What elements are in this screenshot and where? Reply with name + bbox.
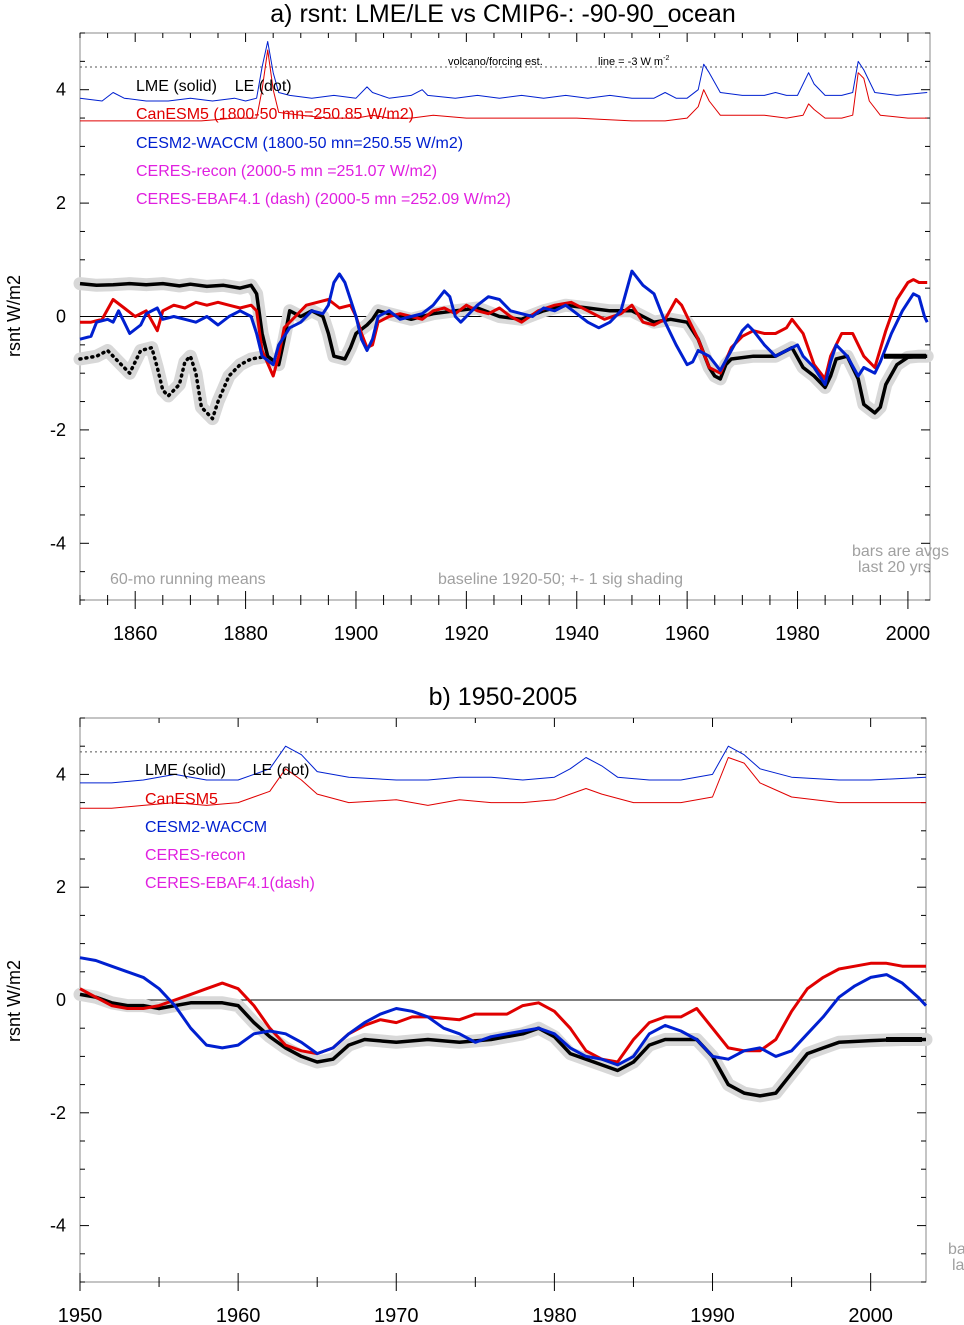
legend-cesm2: CESM2-WACCM: [145, 819, 267, 836]
bars-note-1: bars are avgs: [852, 543, 949, 560]
bars-note-2: la: [952, 1257, 964, 1274]
series-le-forcing: [80, 49, 928, 122]
x-tick-label: 1900: [334, 623, 379, 645]
legend-lme-le: LME (solid) LE (dot): [136, 78, 292, 95]
panel-a: a) rsnt: LME/LE vs CMIP6-: -90-90_ocean …: [4, 0, 949, 645]
x-tick-label: 1860: [113, 623, 158, 645]
panel-a-legend: LME (solid) LE (dot) CanESM5 (1800-50 mn…: [136, 78, 511, 208]
y-tick-label: 0: [56, 990, 66, 1010]
panel-b-ylabel: rsnt W/m2: [4, 960, 24, 1042]
x-tick-label: 2000: [848, 1305, 893, 1325]
series-cesm2-waccm: [79, 269, 929, 386]
x-tick-label: 1960: [665, 623, 710, 645]
panel-b: b) 1950-2005 rsnt W/m2 4 2 0 -2 -4 1950 1960 19…: [4, 683, 964, 1325]
panel-b-axes: 4 2 0 -2 -4 1950 1960 1970 1980 1990 2000: [50, 717, 927, 1325]
panel-a-axes: 4 2 0 -2 -4 1860 1880 1900 1920 1940 1960 1980 2000: [50, 32, 931, 645]
y-tick-label: 2: [56, 877, 66, 897]
x-tick-label: 1880: [223, 623, 268, 645]
x-tick-label: 1980: [532, 1305, 577, 1325]
legend-canesm5: CanESM5: [145, 791, 218, 808]
y-tick-label: 4: [56, 764, 66, 784]
panel-a-series: [73, 41, 934, 426]
line-note-text: line = -3 W m: [598, 56, 663, 68]
legend-lme-le: LME (solid) LE (dot): [145, 762, 310, 779]
panel-b-title: b) 1950-2005: [429, 683, 578, 711]
y-tick-label: -2: [50, 1103, 66, 1123]
y-tick-label: -4: [50, 1216, 66, 1236]
legend-canesm5: CanESM5 (1800-50 mn=250.85 W/m2): [136, 106, 414, 123]
x-tick-label: 1950: [58, 1305, 103, 1325]
series-lme-forcing: [80, 745, 927, 784]
bars-note-2: last 20 yrs: [858, 559, 931, 576]
series-lme: [79, 992, 926, 1098]
volcano-note: volcano/forcing est.: [448, 56, 543, 68]
line-note-sup: -2: [663, 55, 669, 62]
series-lme: [79, 281, 928, 415]
x-tick-label: 1940: [555, 623, 600, 645]
legend-ceres-ebaf: CERES-EBAF4.1(dash): [145, 875, 315, 892]
series-canesm5: [79, 961, 926, 1064]
panel-a-title: a) rsnt: LME/LE vs CMIP6-: -90-90_ocean: [270, 0, 735, 28]
x-tick-label: 1920: [444, 623, 489, 645]
series-le-forcing: [80, 757, 926, 809]
running-mean-note: 60-mo running means: [110, 571, 266, 588]
x-tick-label: 1990: [690, 1305, 735, 1325]
panel-a-ylabel: rsnt W/m2: [4, 275, 24, 357]
panel-b-series: [73, 745, 933, 1103]
sigma-shading-le: [73, 341, 275, 426]
bars-note-1: ba: [948, 1241, 964, 1258]
line-note: line = -3 W m-2: [598, 55, 669, 68]
series-lme-forcing: [79, 41, 928, 102]
x-tick-label: 1970: [374, 1305, 419, 1325]
x-tick-label: 1960: [216, 1305, 261, 1325]
panel-b-legend: LME (solid) LE (dot) CanESM5 CESM2-WACCM…: [145, 762, 315, 892]
y-tick-label: -2: [50, 420, 66, 440]
y-tick-label: -4: [50, 533, 66, 553]
series-canesm5: [80, 278, 928, 381]
x-tick-label: 2000: [886, 623, 931, 645]
baseline-note: baseline 1920-50; +- 1 sig shading: [438, 571, 683, 588]
legend-ceres-recon: CERES-recon (2000-5 mn =251.07 W/m2): [136, 163, 437, 180]
y-tick-label: 0: [56, 307, 66, 327]
x-tick-label: 1980: [775, 623, 820, 645]
legend-cesm2: CESM2-WACCM (1800-50 mn=250.55 W/m2): [136, 135, 463, 152]
y-tick-label: 4: [56, 80, 66, 100]
legend-ceres-ebaf: CERES-EBAF4.1 (dash) (2000-5 mn =252.09 …: [136, 191, 511, 208]
y-tick-label: 2: [56, 193, 66, 213]
series-cesm2-waccm: [79, 956, 928, 1067]
legend-ceres-recon: CERES-recon: [145, 847, 245, 864]
series-le: [78, 345, 270, 421]
